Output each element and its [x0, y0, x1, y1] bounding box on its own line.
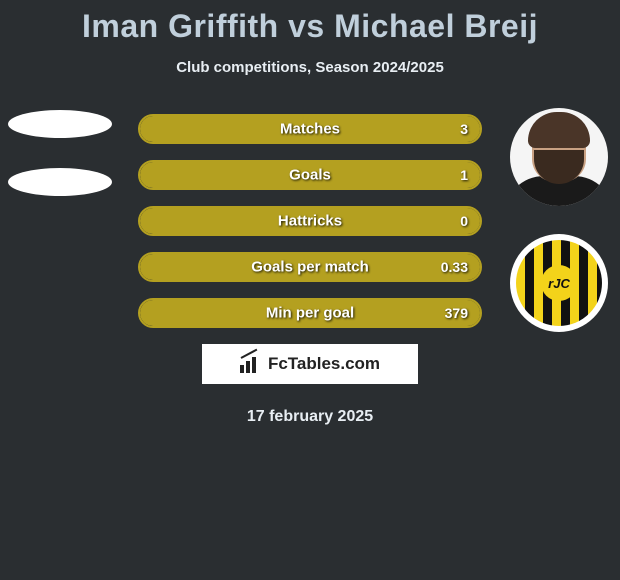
stat-bar-value: 3	[460, 121, 468, 137]
subtitle: Club competitions, Season 2024/2025	[0, 59, 620, 76]
snapshot-date: 17 february 2025	[0, 408, 620, 426]
stat-bar-value: 0	[460, 213, 468, 229]
player2-club-badge: rJC	[510, 234, 608, 332]
stat-bar-label: Hattricks	[278, 213, 342, 230]
stat-bar-value: 0.33	[441, 259, 468, 275]
right-player-column: rJC	[510, 108, 608, 332]
page-title: Iman Griffith vs Michael Breij	[0, 0, 620, 45]
source-logo-text: FcTables.com	[268, 354, 380, 374]
stat-bar: Min per goal 379	[138, 298, 482, 328]
stat-bar-label: Goals	[289, 167, 331, 184]
stat-bar: Goals per match 0.33	[138, 252, 482, 282]
player1-photo-placeholder	[8, 110, 112, 138]
stat-bar-value: 379	[445, 305, 468, 321]
player1-club-placeholder	[8, 168, 112, 196]
stat-bar: Matches 3	[138, 114, 482, 144]
fctables-icon	[240, 355, 262, 373]
comparison-panel: rJC Matches 3 Goals 1 Hattricks 0 Goals per ma…	[0, 114, 620, 426]
stat-bar-label: Goals per match	[251, 259, 369, 276]
player2-photo	[510, 108, 608, 206]
source-logo: FcTables.com	[202, 344, 418, 384]
stat-bar-label: Min per goal	[266, 305, 354, 322]
stat-bar-value: 1	[460, 167, 468, 183]
stat-bar-label: Matches	[280, 121, 340, 138]
stat-bars: Matches 3 Goals 1 Hattricks 0 Goals per match 0…	[138, 114, 482, 328]
club-badge-text: rJC	[541, 265, 577, 301]
stat-bar: Goals 1	[138, 160, 482, 190]
stat-bar: Hattricks 0	[138, 206, 482, 236]
left-player-placeholders	[8, 110, 112, 226]
